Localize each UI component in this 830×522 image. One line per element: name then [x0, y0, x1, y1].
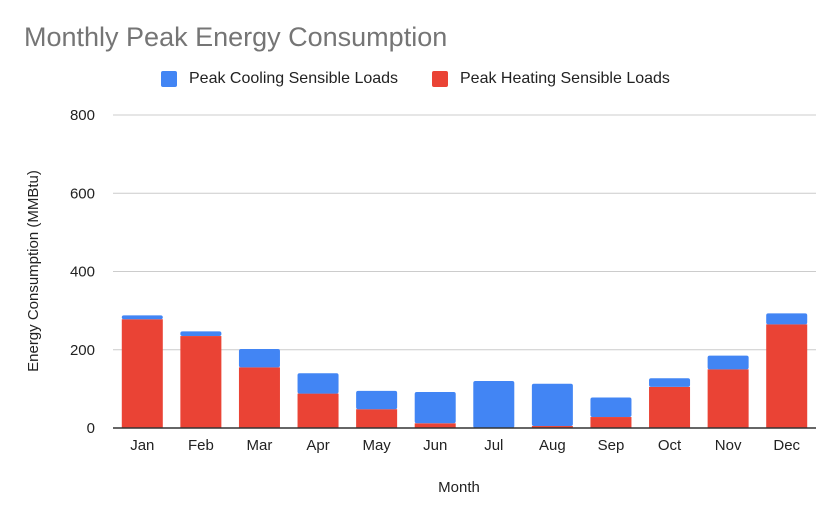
legend-swatch-heating — [432, 71, 448, 87]
x-tick-label: Aug — [539, 437, 566, 454]
bar-cooling-sep[interactable] — [590, 397, 632, 418]
bar-heating-feb[interactable] — [180, 336, 222, 428]
x-tick-label: Oct — [658, 437, 682, 454]
x-tick-label: Feb — [188, 437, 214, 454]
y-axis-label: Energy Consumption (MMBtu) — [25, 170, 42, 372]
bar-heating-nov[interactable] — [707, 369, 749, 428]
bar-cooling-jun[interactable] — [414, 392, 456, 424]
x-tick-label: Sep — [598, 437, 625, 454]
x-tick-label: Jan — [130, 437, 154, 454]
gridlines — [113, 114, 816, 351]
bar-cooling-jan[interactable] — [121, 315, 163, 320]
x-tick-label: Jul — [484, 437, 503, 454]
bars — [121, 313, 808, 428]
y-tick-label: 600 — [70, 185, 95, 202]
y-tick-label: 400 — [70, 264, 95, 281]
legend-label-cooling: Peak Cooling Sensible Loads — [189, 70, 399, 87]
x-tick-label: Apr — [306, 437, 329, 454]
bar-cooling-dec[interactable] — [766, 313, 808, 325]
legend: Peak Cooling Sensible Loads Peak Heating… — [0, 70, 830, 92]
y-tick-label: 0 — [87, 420, 95, 437]
bar-cooling-may[interactable] — [356, 390, 398, 410]
x-tick-label: Jun — [423, 437, 447, 454]
axes: 0 200 400 600 800 Jan Feb Mar Apr May Jun Jul Aug Sep… — [70, 107, 816, 454]
bar-cooling-apr[interactable] — [297, 373, 339, 394]
bar-cooling-nov[interactable] — [707, 355, 749, 370]
legend-label-heating: Peak Heating Sensible Loads — [460, 70, 670, 87]
bar-cooling-jul[interactable] — [473, 381, 515, 428]
bar-heating-oct[interactable] — [649, 386, 691, 428]
x-tick-label: Dec — [773, 437, 800, 454]
legend-swatch-cooling — [161, 71, 177, 87]
bar-heating-mar[interactable] — [238, 367, 280, 428]
bar-heating-jan[interactable] — [121, 319, 163, 428]
bar-heating-apr[interactable] — [297, 393, 339, 428]
y-tick-label: 800 — [70, 107, 95, 124]
bar-cooling-mar[interactable] — [238, 348, 280, 368]
y-tick-label: 200 — [70, 342, 95, 359]
x-axis-label: Month — [438, 479, 480, 496]
bar-cooling-oct[interactable] — [649, 378, 691, 387]
x-tick-label: May — [362, 437, 391, 454]
x-tick-label: Mar — [247, 437, 273, 454]
legend-item-cooling[interactable]: Peak Cooling Sensible Loads — [161, 70, 398, 88]
bar-heating-may[interactable] — [356, 409, 398, 428]
legend-item-heating[interactable]: Peak Heating Sensible Loads — [432, 70, 670, 88]
bar-heating-jun[interactable] — [414, 423, 456, 428]
x-tick-label: Nov — [715, 437, 742, 454]
chart-title: Monthly Peak Energy Consumption — [24, 22, 448, 52]
bar-heating-aug[interactable] — [531, 426, 573, 428]
bar-cooling-aug[interactable] — [531, 383, 573, 427]
bar-heating-sep[interactable] — [590, 417, 632, 428]
bar-heating-dec[interactable] — [766, 324, 808, 428]
bar-cooling-feb[interactable] — [180, 331, 222, 337]
